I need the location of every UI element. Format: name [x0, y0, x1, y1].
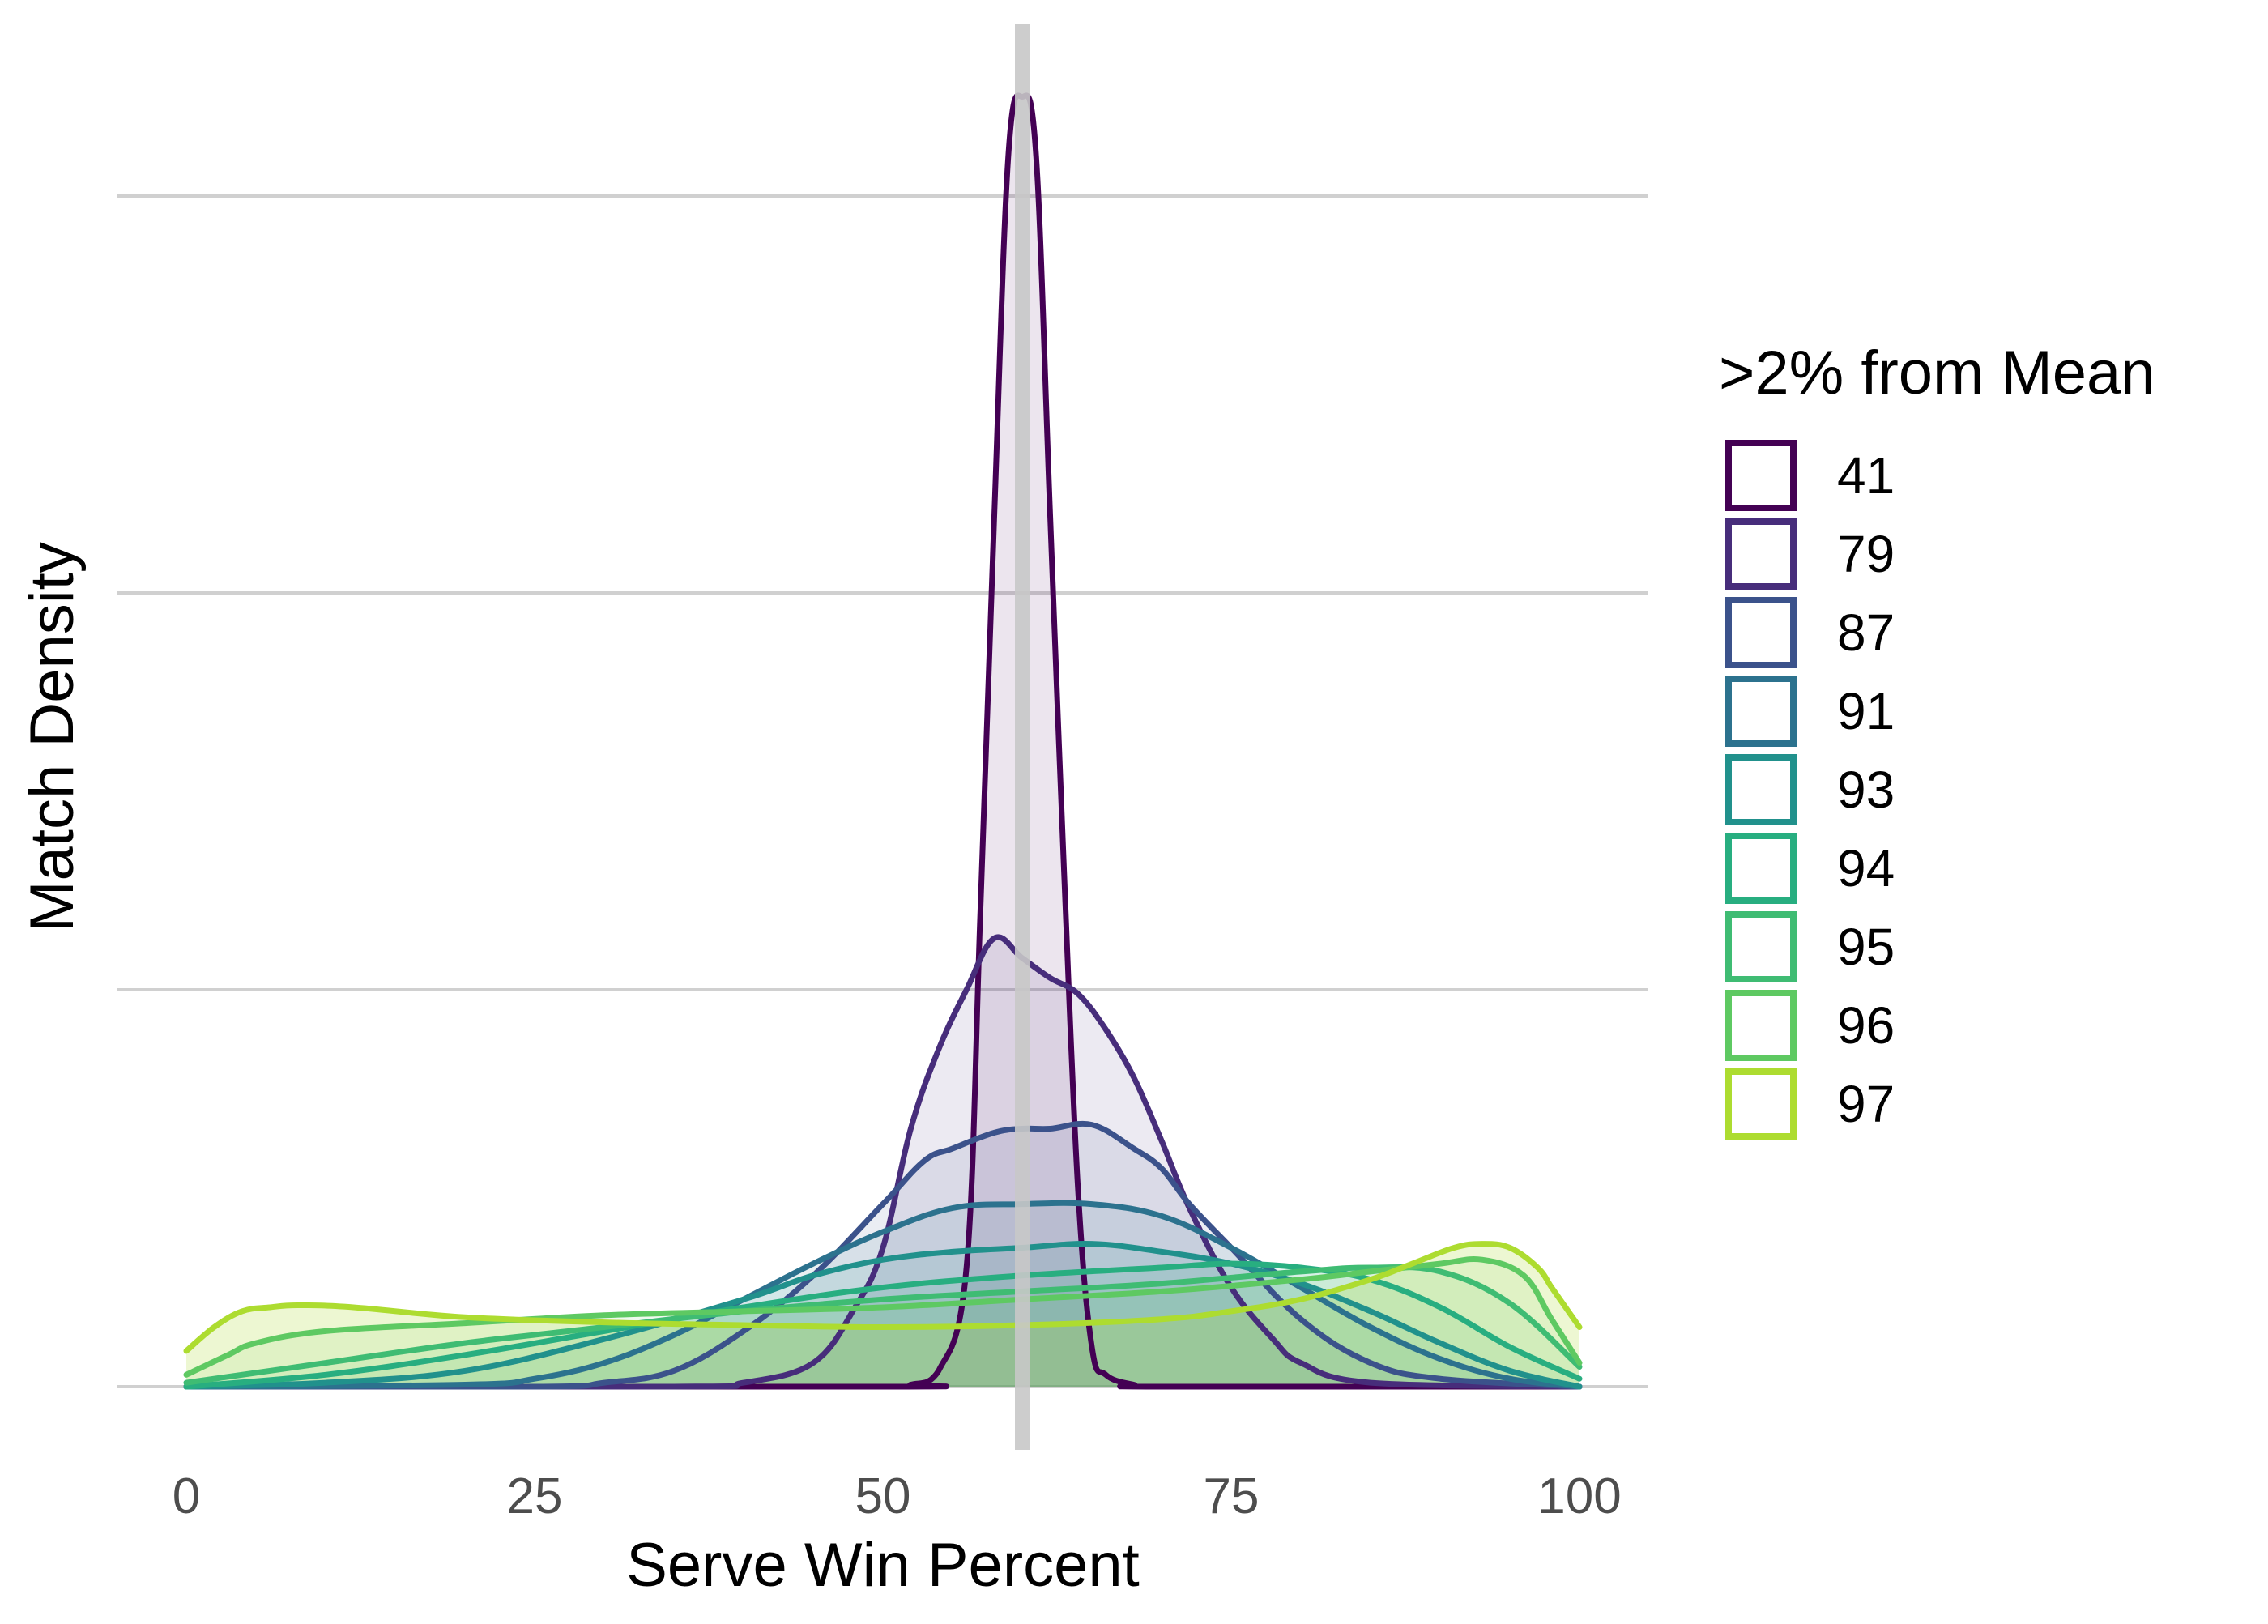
- x-tick-label-75: 75: [1204, 1468, 1260, 1524]
- legend-label-96: 96: [1837, 996, 1895, 1055]
- x-tick-label-50: 50: [855, 1468, 911, 1524]
- legend-label-95: 95: [1837, 918, 1895, 976]
- density-line-41: [183, 92, 1583, 1390]
- x-tick-label-0: 0: [173, 1468, 200, 1524]
- density-area-97: [186, 1243, 1580, 1387]
- legend-key-79: [1725, 518, 1797, 590]
- legend-key-96: [1725, 990, 1797, 1061]
- density-lines: [183, 92, 1583, 1390]
- legend-label-87: 87: [1837, 603, 1895, 662]
- legend-key-41: [1725, 440, 1797, 511]
- legend-key-87: [1725, 597, 1797, 668]
- legend-key-97: [1725, 1068, 1797, 1140]
- legend-label-41: 41: [1837, 446, 1895, 505]
- legend-label-97: 97: [1837, 1075, 1895, 1133]
- density-area-41: [186, 95, 1580, 1387]
- legend: >2% from Mean 41 79 87 91 93 94 95 96 97: [1719, 339, 2155, 1140]
- legend-label-91: 91: [1837, 682, 1895, 740]
- density-line-93: [183, 1240, 1583, 1390]
- legend-label-94: 94: [1837, 839, 1895, 897]
- x-tick-label-100: 100: [1537, 1468, 1621, 1524]
- legend-key-94: [1725, 833, 1797, 904]
- legend-key-95: [1725, 911, 1797, 982]
- legend-title: >2% from Mean: [1719, 339, 2155, 407]
- y-axis-title: Match Density: [18, 542, 87, 932]
- density-line-94: [183, 1260, 1583, 1390]
- legend-key-91: [1725, 676, 1797, 747]
- x-tick-label-25: 25: [507, 1468, 563, 1524]
- x-axis: 0 25 50 75 100: [173, 1468, 1622, 1524]
- legend-key-93: [1725, 754, 1797, 825]
- density-line-87: [183, 1120, 1583, 1390]
- density-line-79: [183, 934, 1583, 1390]
- legend-label-93: 93: [1837, 761, 1895, 819]
- density-line-96: [183, 1256, 1583, 1378]
- density-fills: [186, 95, 1580, 1387]
- x-axis-title: Serve Win Percent: [626, 1531, 1140, 1600]
- legend-label-79: 79: [1837, 525, 1895, 583]
- density-line-91: [183, 1200, 1583, 1390]
